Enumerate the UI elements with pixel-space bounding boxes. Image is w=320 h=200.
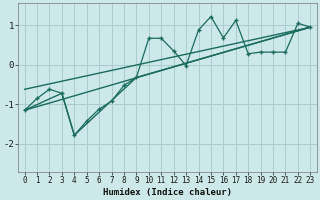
X-axis label: Humidex (Indice chaleur): Humidex (Indice chaleur) <box>103 188 232 197</box>
